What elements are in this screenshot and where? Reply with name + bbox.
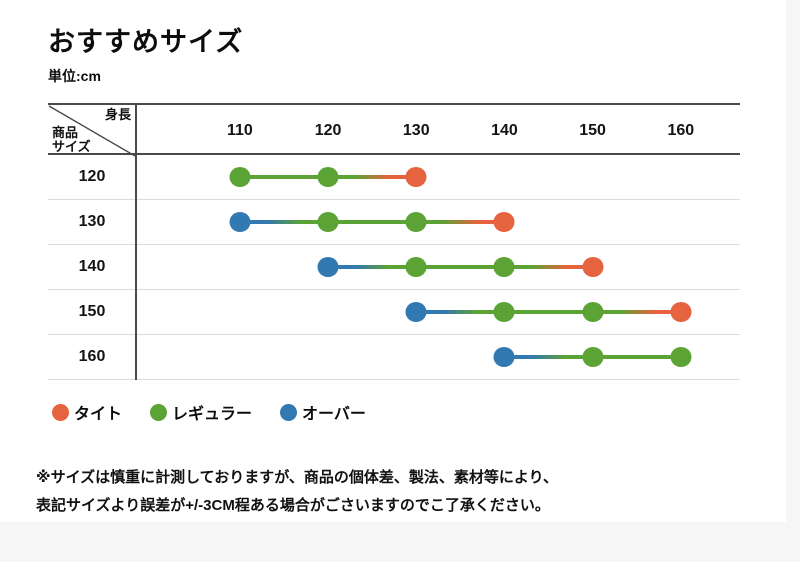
fit-line-segment — [416, 220, 505, 224]
size-row-130: 130 — [48, 200, 740, 245]
legend-dot-over — [280, 403, 298, 421]
legend-item-regular: レギュラー — [150, 400, 252, 424]
fit-dot-regular-130 — [405, 257, 427, 277]
legend-dot-tight — [52, 403, 69, 421]
legend-item-over: オーバー — [280, 400, 366, 424]
fit-range-area — [136, 290, 740, 334]
legend-label-tight: タイト — [74, 406, 123, 423]
fit-line-segment — [328, 175, 417, 179]
fit-dot-tight-140 — [493, 212, 515, 232]
fit-range-area — [136, 335, 740, 379]
row-label-150: 150 — [78, 303, 106, 320]
fit-dot-regular-130 — [405, 212, 427, 232]
fit-line-segment — [504, 265, 593, 269]
size-row-160: 160 — [48, 335, 740, 380]
fit-dot-tight-160 — [670, 302, 692, 322]
fit-range-area — [136, 200, 740, 244]
footnote-line-1: ※サイズは慎重に計測しておりますが、商品の個体差、製法、素材等により、 — [36, 469, 559, 486]
fit-dot-regular-110 — [229, 167, 251, 187]
table-header-row: 身長 商品 サイズ 110 120 130 140 150 160 — [48, 103, 740, 157]
size-row-120: 120 — [48, 155, 740, 200]
fit-dot-regular-150 — [582, 302, 604, 322]
fit-dot-over-120 — [317, 257, 339, 277]
row-label-140: 140 — [78, 258, 106, 275]
fit-dot-regular-150 — [582, 347, 604, 367]
fit-dot-over-110 — [229, 212, 251, 232]
column-header-120: 120 — [314, 122, 342, 139]
fit-dot-regular-140 — [493, 302, 515, 322]
row-label-160: 160 — [78, 348, 106, 365]
column-header-110: 110 — [226, 122, 253, 139]
fit-line-segment — [239, 175, 329, 179]
fit-line-segment — [504, 310, 593, 314]
fit-dot-over-140 — [493, 347, 515, 367]
row-label-130: 130 — [78, 213, 106, 230]
corner-label-product-size: 商品 サイズ — [52, 124, 91, 155]
column-header-160: 160 — [667, 122, 695, 139]
legend-item-tight: タイト — [52, 400, 122, 424]
size-row-150: 150 — [48, 290, 740, 335]
row-label-120: 120 — [78, 168, 106, 185]
size-chart-table: 身長 商品 サイズ 110 120 130 140 150 160 120 130 140 15… — [48, 103, 740, 380]
fit-dot-tight-150 — [582, 257, 604, 277]
fit-dot-regular-140 — [493, 257, 515, 277]
fit-line-segment — [592, 355, 681, 359]
fit-line-segment — [239, 220, 329, 224]
table-vertical-divider — [135, 103, 137, 380]
fit-line-segment — [504, 355, 593, 359]
fit-line-segment — [328, 220, 417, 224]
corner-cell: 身長 商品 サイズ — [48, 105, 136, 157]
diagonal-line — [48, 105, 136, 157]
fit-dot-over-130 — [405, 302, 427, 322]
footnote-line-2: 表記サイズより誤差が+/-3CM程ある場合がごさいますのでこ了承ください。 — [36, 496, 550, 514]
fit-dot-regular-160 — [670, 347, 692, 367]
unit-label: 単位:cm — [48, 68, 101, 84]
fit-line-segment — [592, 310, 681, 314]
content-card: おすすめサイズ 単位:cm 身長 商品 サイズ 110 120 130 140 150 1… — [36, 27, 740, 519]
column-header-150: 150 — [579, 122, 606, 139]
size-disclaimer: ※サイズは慎重に計測しておりますが、商品の個体差、製法、素材等により、 表記サイ… — [36, 464, 558, 519]
column-header-140: 140 — [491, 122, 518, 139]
size-row-140: 140 — [48, 245, 740, 290]
legend-dot-regular — [150, 403, 168, 421]
fit-line-segment — [416, 265, 505, 269]
fit-range-area — [136, 155, 740, 199]
column-headers: 110 120 130 140 150 160 — [136, 105, 740, 153]
page-title: おすすめサイズ — [48, 27, 244, 57]
corner-label-size: サイズ — [52, 139, 91, 155]
legend-label-regular: レギュラー — [172, 406, 253, 423]
fit-dot-regular-120 — [317, 212, 339, 232]
legend: タイト レギュラー オーバー — [52, 400, 366, 424]
column-header-130: 130 — [402, 122, 430, 139]
corner-label-product: 商品 — [52, 124, 79, 140]
fit-dot-regular-120 — [317, 167, 339, 187]
fit-range-area — [136, 245, 740, 289]
fit-line-segment — [328, 265, 417, 269]
corner-label-height: 身長 — [104, 107, 131, 122]
fit-dot-tight-130 — [405, 167, 427, 187]
table-rows: 120 130 140 150 160 — [48, 155, 740, 380]
legend-label-over: オーバー — [302, 406, 366, 423]
fit-line-segment — [416, 310, 505, 314]
